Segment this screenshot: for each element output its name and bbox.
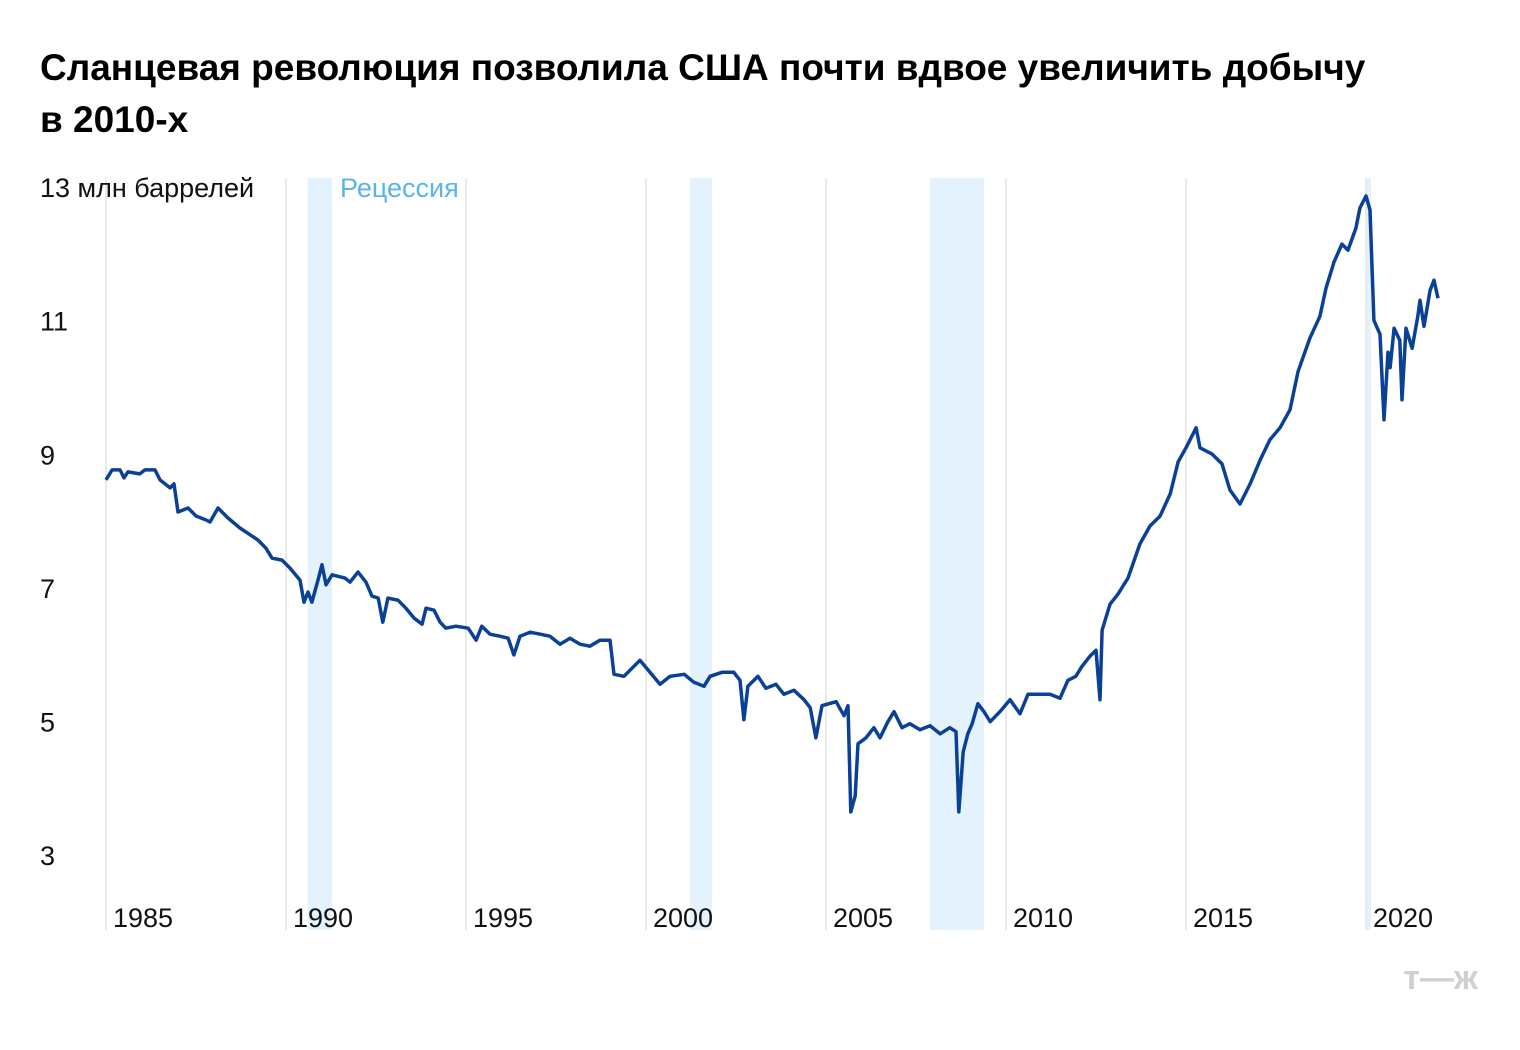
y-tick-label: 13 млн баррелей [40, 173, 254, 203]
y-tick-label: 9 [40, 440, 55, 470]
x-tick-label: 1990 [293, 903, 353, 933]
recession-band [689, 178, 712, 930]
x-tick-label: 2000 [653, 903, 713, 933]
recession-band [930, 178, 985, 930]
chart-title: Сланцевая революция позволила США почти … [40, 47, 1366, 140]
x-tick-label: 2010 [1013, 903, 1073, 933]
data-line [104, 194, 1440, 814]
x-tick-label: 2005 [833, 903, 893, 933]
logo: т—ж [1403, 959, 1479, 997]
x-tick-label: 1995 [473, 903, 533, 933]
y-tick-label: 11 [40, 307, 68, 337]
recession-band [1366, 178, 1372, 930]
x-tick-label: 2020 [1373, 903, 1433, 933]
recession-band [307, 178, 333, 930]
x-tick-label: 1985 [113, 903, 173, 933]
recession-label: Рецессия [340, 173, 459, 203]
y-tick-label: 3 [40, 841, 55, 871]
x-tick-label: 2015 [1193, 903, 1253, 933]
y-tick-label: 7 [40, 574, 55, 604]
y-tick-label: 5 [40, 708, 55, 738]
